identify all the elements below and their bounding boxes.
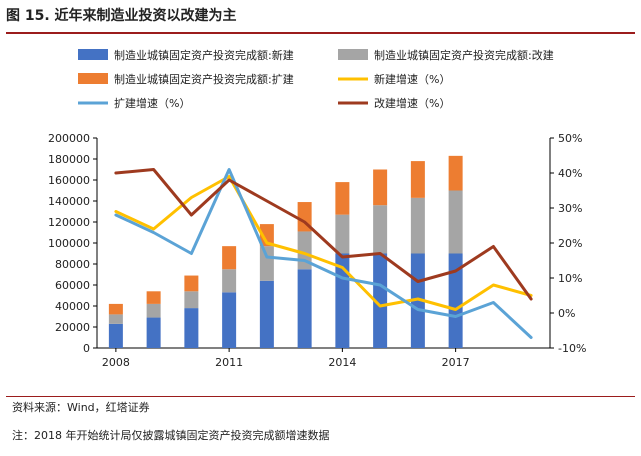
bar-segment — [184, 291, 199, 309]
bar-segment — [410, 161, 425, 198]
y-right-tick-label: 30% — [558, 202, 582, 215]
bar-segment — [108, 314, 123, 324]
bar-segment — [222, 269, 237, 293]
y-left-tick-label: 140000 — [48, 195, 90, 208]
y-right-tick-label: 40% — [558, 167, 582, 180]
y-left-tick-label: 0 — [83, 342, 90, 355]
bar-segment — [184, 308, 199, 348]
footer-rule — [6, 396, 635, 397]
bar-segment — [259, 224, 274, 247]
bar-segment — [108, 323, 123, 348]
legend-label: 制造业城镇固定资产投资完成额:新建 — [114, 48, 294, 62]
y-right-tick-label: 0% — [558, 307, 575, 320]
y-left-tick-label: 200000 — [48, 132, 90, 145]
bar-segment — [146, 291, 161, 304]
y-left-tick-label: 20000 — [55, 321, 90, 334]
bar-segment — [448, 253, 463, 348]
bar-segment — [373, 253, 388, 348]
y-right-tick-label: -10% — [558, 342, 586, 355]
chart-axes — [93, 137, 554, 352]
series-line — [114, 168, 533, 301]
legend-label: 制造业城镇固定资产投资完成额:扩建 — [114, 72, 294, 86]
bar-segment — [373, 169, 388, 206]
legend-label: 制造业城镇固定资产投资完成额:改建 — [374, 48, 554, 62]
bar-segment — [259, 246, 274, 281]
y-left-tick-label: 80000 — [55, 258, 90, 271]
y-left-tick-label: 120000 — [48, 216, 90, 229]
title-rule — [6, 32, 635, 34]
bar-segment — [297, 269, 312, 348]
bar-segment — [335, 214, 350, 254]
chart-bars — [108, 155, 463, 348]
y-right-tick-label: 10% — [558, 272, 582, 285]
y-right-tick-label: 20% — [558, 237, 582, 250]
y-left-tick-label: 100000 — [48, 237, 90, 250]
y-left-tick-label: 180000 — [48, 153, 90, 166]
legend-swatch — [78, 49, 108, 60]
legend-item: 制造业城镇固定资产投资完成额:改建 — [338, 48, 554, 62]
y-right-tick-label: 50% — [558, 132, 582, 145]
bar-segment — [108, 303, 123, 315]
legend-swatch — [338, 49, 368, 60]
y-left-tick-label: 40000 — [55, 300, 90, 313]
legend-label: 新建增速（%） — [374, 72, 450, 86]
bar-segment — [184, 275, 199, 292]
y-left-tick-label: 160000 — [48, 174, 90, 187]
legend-swatch — [78, 73, 108, 84]
legend-label: 改建增速（%） — [374, 96, 450, 110]
chart-lines — [114, 168, 533, 339]
bar-segment — [222, 246, 237, 270]
legend-item: 扩建增速（%） — [78, 96, 190, 110]
x-tick-label: 2017 — [442, 356, 470, 369]
footnote: 注：2018 年开始统计局仅披露城镇固定资产投资完成额增速数据 — [12, 429, 330, 442]
legend-label: 扩建增速（%） — [114, 96, 190, 110]
x-tick-label: 2011 — [215, 356, 243, 369]
x-tick-label: 2008 — [102, 356, 130, 369]
bar-segment — [222, 292, 237, 348]
legend-item: 制造业城镇固定资产投资完成额:新建 — [78, 48, 294, 62]
source-note: 资料来源：Wind，红塔证券 — [12, 401, 150, 414]
chart-legend: 制造业城镇固定资产投资完成额:新建 制造业城镇固定资产投资完成额:改建制造业城镇固… — [78, 48, 554, 110]
investment-chart: 制造业城镇固定资产投资完成额:新建 制造业城镇固定资产投资完成额:改建制造业城镇固… — [48, 48, 586, 369]
series-line — [114, 168, 533, 339]
bar-segment — [259, 280, 274, 348]
bar-segment — [373, 205, 388, 254]
bar-segment — [448, 190, 463, 254]
bar-segment — [410, 197, 425, 254]
y-left-tick-label: 60000 — [55, 279, 90, 292]
bar-segment — [335, 182, 350, 215]
x-tick-label: 2014 — [328, 356, 356, 369]
bar-segment — [146, 303, 161, 318]
figure-title: 图 15. 近年来制造业投资以改建为主 — [6, 8, 237, 24]
chart-tick-labels: 0 20000 40000 60000 80000 100000 120000 140000 1… — [48, 132, 586, 369]
legend-item: 改建增速（%） — [338, 96, 450, 110]
series-line — [114, 175, 533, 311]
legend-item: 制造业城镇固定资产投资完成额:扩建 — [78, 72, 294, 86]
legend-item: 新建增速（%） — [338, 72, 450, 86]
bar-segment — [146, 317, 161, 348]
bar-segment — [448, 155, 463, 191]
